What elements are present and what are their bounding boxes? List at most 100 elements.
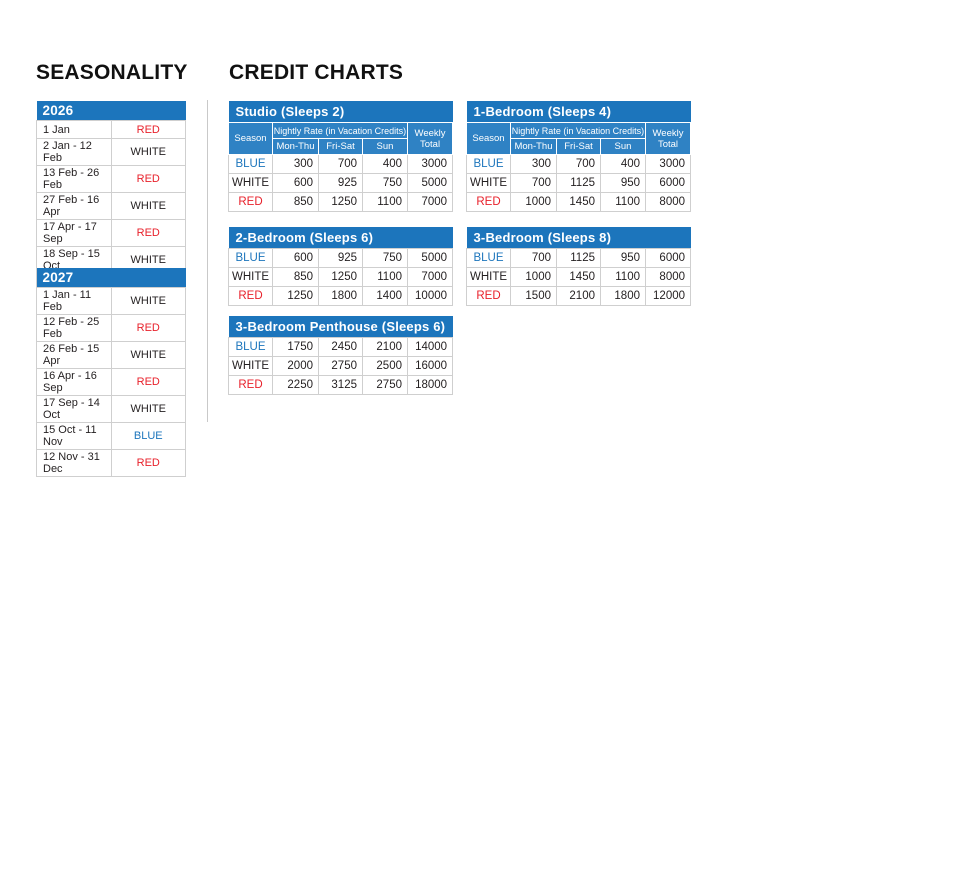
table-row: 16 Apr - 16 Sep RED	[36, 368, 186, 396]
season-cell: RED	[466, 192, 511, 212]
sun-value: 1100	[600, 267, 646, 287]
weekly-total-value: 8000	[644, 267, 692, 287]
table-title: 1-Bedroom (Sleeps 4)	[466, 101, 691, 123]
table-row: BLUE 600 925 750 5000	[228, 248, 454, 268]
seasonality-title: SEASONALITY	[36, 61, 188, 84]
season-cell: RED	[110, 449, 186, 477]
table-row: RED 1000 1450 1100 8000	[466, 192, 692, 212]
table-row: 1 Jan RED	[36, 120, 186, 139]
date-range-cell: 27 Feb - 16 Apr	[36, 192, 112, 220]
fri-sat-value: 2100	[556, 286, 601, 306]
season-cell: BLUE	[110, 422, 186, 450]
col-header-season: Season	[228, 122, 273, 155]
season-cell: RED	[110, 120, 186, 139]
year-header: 2027	[36, 268, 186, 288]
date-range-cell: 12 Nov - 31 Dec	[36, 449, 112, 477]
date-range-cell: 2 Jan - 12 Feb	[36, 138, 112, 166]
weekly-total-value: 12000	[644, 286, 692, 306]
season-cell: WHITE	[228, 356, 273, 376]
col-header-nightly-rate: Nightly Rate (in Vacation Credits)	[272, 122, 408, 139]
year-header: 2026	[36, 101, 186, 121]
mon-thu-value: 1250	[272, 286, 319, 306]
table-row: WHITE 600 925 750 5000	[228, 173, 454, 193]
weekly-total-value: 5000	[406, 173, 454, 193]
mon-thu-value: 600	[272, 248, 319, 268]
col-header-nightly-rate: Nightly Rate (in Vacation Credits)	[510, 122, 646, 139]
table-row: RED 1250 1800 1400 10000	[228, 286, 454, 306]
col-header-fri-sat: Fri-Sat	[556, 138, 601, 155]
weekly-total-value: 8000	[644, 192, 692, 212]
sun-value: 2750	[362, 375, 408, 395]
sun-value: 750	[362, 173, 408, 193]
sun-value: 400	[362, 154, 408, 174]
season-cell: RED	[228, 375, 273, 395]
table-row: 13 Feb - 26 Feb RED	[36, 165, 186, 193]
mon-thu-value: 2000	[272, 356, 319, 376]
table-row: 15 Oct - 11 Nov BLUE	[36, 422, 186, 450]
season-cell: WHITE	[228, 267, 273, 287]
fri-sat-value: 1125	[556, 173, 601, 193]
date-range-cell: 26 Feb - 15 Apr	[36, 341, 112, 369]
date-range-cell: 15 Oct - 11 Nov	[36, 422, 112, 450]
col-header-sun: Sun	[362, 138, 408, 155]
table-row: WHITE 850 1250 1100 7000	[228, 267, 454, 287]
season-cell: RED	[110, 165, 186, 193]
col-header-fri-sat: Fri-Sat	[318, 138, 363, 155]
season-cell: WHITE	[228, 173, 273, 193]
fri-sat-value: 1800	[318, 286, 363, 306]
table-row: 26 Feb - 15 Apr WHITE	[36, 341, 186, 369]
table-row: BLUE 300 700 400 3000	[228, 154, 454, 174]
fri-sat-value: 1450	[556, 267, 601, 287]
season-cell: WHITE	[110, 138, 186, 166]
weekly-total-value: 7000	[406, 267, 454, 287]
sun-value: 2500	[362, 356, 408, 376]
fri-sat-value: 700	[556, 154, 601, 174]
season-cell: WHITE	[466, 267, 511, 287]
date-range-cell: 17 Apr - 17 Sep	[36, 219, 112, 247]
col-header-mon-thu: Mon-Thu	[510, 138, 557, 155]
sun-value: 1100	[362, 192, 408, 212]
fri-sat-value: 925	[318, 248, 363, 268]
fri-sat-value: 1450	[556, 192, 601, 212]
season-cell: RED	[110, 219, 186, 247]
weekly-total-value: 14000	[406, 337, 454, 357]
credit-table-2-bedroom: 2-Bedroom (Sleeps 6) BLUE 600 925 750 50…	[228, 227, 454, 306]
mon-thu-value: 1000	[510, 192, 557, 212]
section-divider	[207, 100, 208, 422]
mon-thu-value: 850	[272, 192, 319, 212]
table-row: WHITE 2000 2750 2500 16000	[228, 356, 454, 376]
season-cell: RED	[228, 192, 273, 212]
date-range-cell: 1 Jan	[36, 120, 112, 139]
sun-value: 2100	[362, 337, 408, 357]
fri-sat-value: 1250	[318, 267, 363, 287]
season-cell: BLUE	[228, 337, 273, 357]
weekly-total-value: 10000	[406, 286, 454, 306]
sun-value: 1100	[362, 267, 408, 287]
seasonality-table-2027: 2027 1 Jan - 11 Feb WHITE 12 Feb - 25 Fe…	[36, 268, 186, 477]
fri-sat-value: 925	[318, 173, 363, 193]
weekly-total-value: 6000	[644, 173, 692, 193]
table-row: WHITE 1000 1450 1100 8000	[466, 267, 692, 287]
mon-thu-value: 2250	[272, 375, 319, 395]
date-range-cell: 13 Feb - 26 Feb	[36, 165, 112, 193]
col-header-sun: Sun	[600, 138, 646, 155]
mon-thu-value: 600	[272, 173, 319, 193]
mon-thu-value: 1000	[510, 267, 557, 287]
mon-thu-value: 1500	[510, 286, 557, 306]
table-row: 12 Nov - 31 Dec RED	[36, 449, 186, 477]
mon-thu-value: 300	[272, 154, 319, 174]
table-row: RED 2250 3125 2750 18000	[228, 375, 454, 395]
season-cell: WHITE	[110, 287, 186, 315]
date-range-cell: 16 Apr - 16 Sep	[36, 368, 112, 396]
date-range-cell: 1 Jan - 11 Feb	[36, 287, 112, 315]
mon-thu-value: 700	[510, 248, 557, 268]
table-row: BLUE 700 1125 950 6000	[466, 248, 692, 268]
date-range-cell: 12 Feb - 25 Feb	[36, 314, 112, 342]
table-row: BLUE 1750 2450 2100 14000	[228, 337, 454, 357]
season-cell: WHITE	[110, 192, 186, 220]
credit-table-3-bedroom-penthouse: 3-Bedroom Penthouse (Sleeps 6) BLUE 1750…	[228, 316, 454, 395]
sun-value: 1400	[362, 286, 408, 306]
sun-value: 950	[600, 173, 646, 193]
table-row: RED 1500 2100 1800 12000	[466, 286, 692, 306]
